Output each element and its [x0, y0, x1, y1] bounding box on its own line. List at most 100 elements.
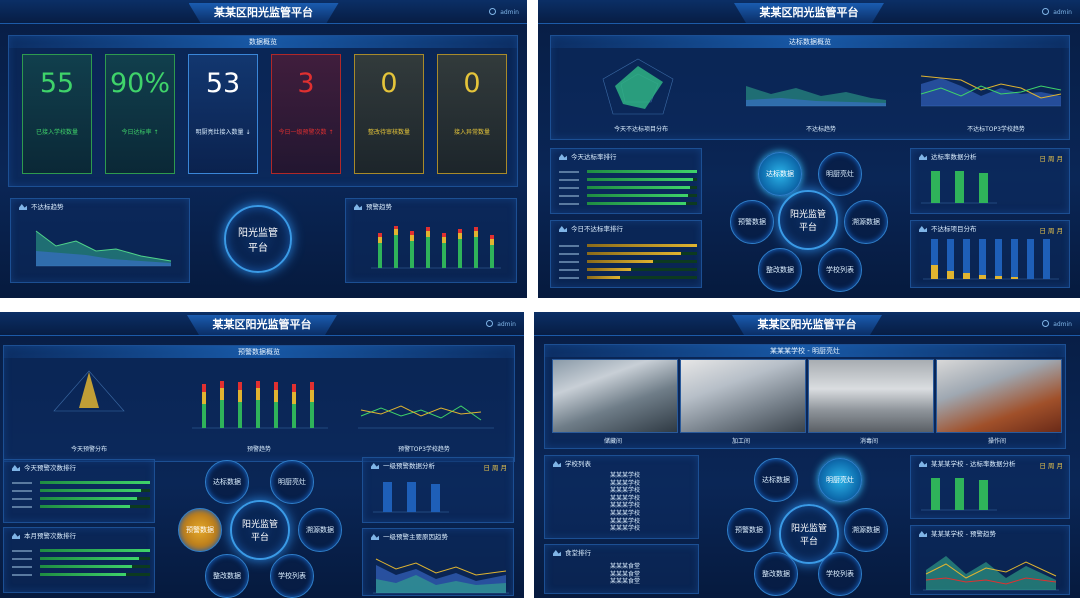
school-list[interactable]: 某某某学校 某某某学校 某某某学校 某某某学校 某某某学校 某某某学校 某某某学校 某某某学校	[609, 472, 640, 533]
school-list-panel: 学校列表 某某某学校 某某某学校 某某某学校 某某某学校 某某某学校 某某某学校 某某某学校…	[544, 455, 699, 539]
nav-alert-data[interactable]: 预警数据	[727, 508, 771, 552]
period-toggle[interactable]: 日 周 月	[1039, 155, 1063, 163]
photo-caption: 加工间	[731, 438, 750, 445]
nav-bright-kitchen[interactable]: 明厨亮灶	[818, 458, 862, 502]
panel-heading: 今天达标率排行	[557, 151, 617, 163]
canteen-rank-panel: 食堂排行 某某某食堂 某某某食堂 某某某食堂	[544, 544, 699, 594]
nav-pass-data[interactable]: 达标数据	[758, 152, 802, 196]
nav-rectify-data[interactable]: 整改数据	[758, 248, 802, 292]
nav-bright-kitchen[interactable]: 明厨亮灶	[270, 460, 314, 504]
radar-chart	[602, 58, 674, 115]
page-title: 某某区阳光监管平台	[732, 315, 882, 335]
alert-data-screen: 某某区阳光监管平台 admin 预警数据概览 今天预警分布 预警趋势 预警TOP…	[0, 312, 524, 598]
radar-caption: 今天不达标项目分布	[613, 126, 668, 133]
header-bar: 某某区阳光监管平台 admin	[0, 312, 524, 336]
bright-kitchen-screen: 某某区阳光监管平台 admin 某某某学校 - 明厨亮灶 储藏间 加工间 消毒间…	[534, 312, 1080, 598]
alert-analysis-bars	[373, 482, 449, 513]
nav-trace-data[interactable]: 溯源数据	[844, 508, 888, 552]
photo-caption: 消毒间	[859, 438, 878, 445]
center-hub[interactable]: 阳光监管 平台	[778, 190, 838, 250]
user-menu[interactable]: admin	[1042, 8, 1072, 16]
user-menu[interactable]: admin	[486, 320, 516, 328]
stat-card-kitchens[interactable]: 53 明厨亮灶接入数量 ↓	[188, 54, 258, 174]
camera-feed-operation[interactable]	[936, 359, 1062, 433]
camera-feed-storage[interactable]	[552, 359, 678, 433]
header-bar: 某某区阳光监管平台 admin	[538, 0, 1080, 24]
nav-rectify-data[interactable]: 整改数据	[205, 554, 249, 598]
top3-caption: 不达标TOP3学校趋势	[967, 126, 1025, 133]
school-pass-panel: 某某某学校 - 达标率数据分析 日 周 月	[910, 455, 1070, 519]
nav-pass-data[interactable]: 达标数据	[754, 458, 798, 502]
fail-dist-bars	[923, 239, 1059, 280]
overview-title: 达标数据概览	[551, 36, 1069, 48]
page-title: 某某区阳光监管平台	[187, 315, 337, 335]
overview-panel: 数据概览	[8, 35, 518, 187]
stat-card-pass-rate[interactable]: 90% 今日达标率 ↑	[105, 54, 175, 174]
stat-card-pending[interactable]: 0 整改待审核数量	[354, 54, 424, 174]
nav-school-list[interactable]: 学校列表	[270, 554, 314, 598]
pass-rate-bars	[921, 171, 997, 204]
alert-reason-chart	[373, 558, 509, 594]
nav-bright-kitchen[interactable]: 明厨亮灶	[818, 152, 862, 196]
period-toggle[interactable]: 日 周 月	[1039, 227, 1063, 235]
school-alert-chart	[923, 556, 1059, 591]
period-toggle[interactable]: 日 周 月	[1039, 462, 1063, 470]
fail-dist-panel: 不达标项目分布 日 周 月	[910, 220, 1070, 288]
radar-caption: 今天预警分布	[70, 446, 107, 453]
overview-title: 某某某学校 - 明厨亮灶	[545, 345, 1065, 357]
dashboard-overview-screen: 某某区阳光监管平台 admin 数据概览 55 已接入学校数量 90% 今日达标率 …	[0, 0, 527, 298]
alert-panel-right: 预警趋势	[345, 198, 517, 283]
top3-chart	[920, 75, 1062, 107]
pass-data-screen: 某某区阳光监管平台 admin 达标数据概览 今天不达标项目分布 不达标趋势 不…	[538, 0, 1080, 298]
trend-caption: 不达标趋势	[805, 126, 836, 133]
fail-rank-panel: 今日不达标率排行	[550, 220, 702, 288]
photo-caption: 储藏间	[603, 438, 622, 445]
panel-heading: 预警趋势	[352, 201, 392, 213]
top3-caption: 预警TOP3学校趋势	[398, 446, 450, 453]
overview-panel: 达标数据概览 今天不达标项目分布 不达标趋势 不达标TOP3学校趋势	[550, 35, 1070, 140]
school-pass-bars	[921, 478, 997, 511]
center-hub[interactable]: 阳光监管 平台	[224, 205, 292, 273]
nav-school-list[interactable]: 学校列表	[818, 552, 862, 596]
camera-feed-processing[interactable]	[680, 359, 806, 433]
nav-alert-data[interactable]: 预警数据	[178, 508, 222, 552]
stat-card-abnormal[interactable]: 0 接入异常数量	[437, 54, 507, 174]
today-alert-rank-panel: 今天预警次数排行	[3, 459, 155, 523]
header-bar: 某某区阳光监管平台 admin	[0, 0, 527, 24]
trend-panel-left: 不达标趋势	[10, 198, 190, 283]
stat-card-schools[interactable]: 55 已接入学校数量	[22, 54, 92, 174]
trend-area-chart	[35, 230, 172, 267]
canteen-list[interactable]: 某某某食堂 某某某食堂 某某某食堂	[609, 563, 640, 586]
top3-chart	[358, 405, 494, 429]
panel-heading: 食堂排行	[551, 547, 591, 559]
panel-heading: 一级预警数据分析	[369, 460, 435, 472]
page-title: 某某区阳光监管平台	[188, 3, 339, 23]
pass-rate-panel: 达标率数据分析 日 周 月	[910, 148, 1070, 214]
pass-rank-panel: 今天达标率排行	[550, 148, 702, 214]
panel-heading: 不达标项目分布	[917, 223, 977, 235]
nav-alert-data[interactable]: 预警数据	[730, 200, 774, 244]
stat-card-alerts[interactable]: 3 今日一级预警次数 ↑	[271, 54, 341, 174]
panel-heading: 学校列表	[551, 458, 591, 470]
center-hub[interactable]: 阳光监管 平台	[230, 500, 290, 560]
trend-chart	[746, 86, 886, 107]
panel-heading: 今日不达标率排行	[557, 223, 623, 235]
user-menu[interactable]: admin	[489, 8, 519, 16]
period-toggle[interactable]: 日 周 月	[483, 464, 507, 472]
panel-heading: 本月预警次数排行	[10, 530, 76, 542]
header-bar: 某某区阳光监管平台 admin	[534, 312, 1080, 336]
panel-heading: 今天预警次数排行	[10, 462, 76, 474]
alert-analysis-panel: 一级预警数据分析 日 周 月	[362, 457, 514, 523]
radar-chart	[53, 370, 125, 412]
nav-school-list[interactable]: 学校列表	[818, 248, 862, 292]
nav-trace-data[interactable]: 溯源数据	[844, 200, 888, 244]
user-menu[interactable]: admin	[1042, 320, 1072, 328]
panel-heading: 不达标趋势	[17, 201, 64, 213]
nav-trace-data[interactable]: 溯源数据	[298, 508, 342, 552]
camera-feed-disinfection[interactable]	[808, 359, 934, 433]
nav-pass-data[interactable]: 达标数据	[205, 460, 249, 504]
photo-caption: 操作间	[987, 438, 1006, 445]
school-alert-panel: 某某某学校 - 预警趋势	[910, 525, 1070, 595]
alert-reason-panel: 一级预警主要原因趋势	[362, 528, 514, 596]
nav-rectify-data[interactable]: 整改数据	[754, 552, 798, 596]
